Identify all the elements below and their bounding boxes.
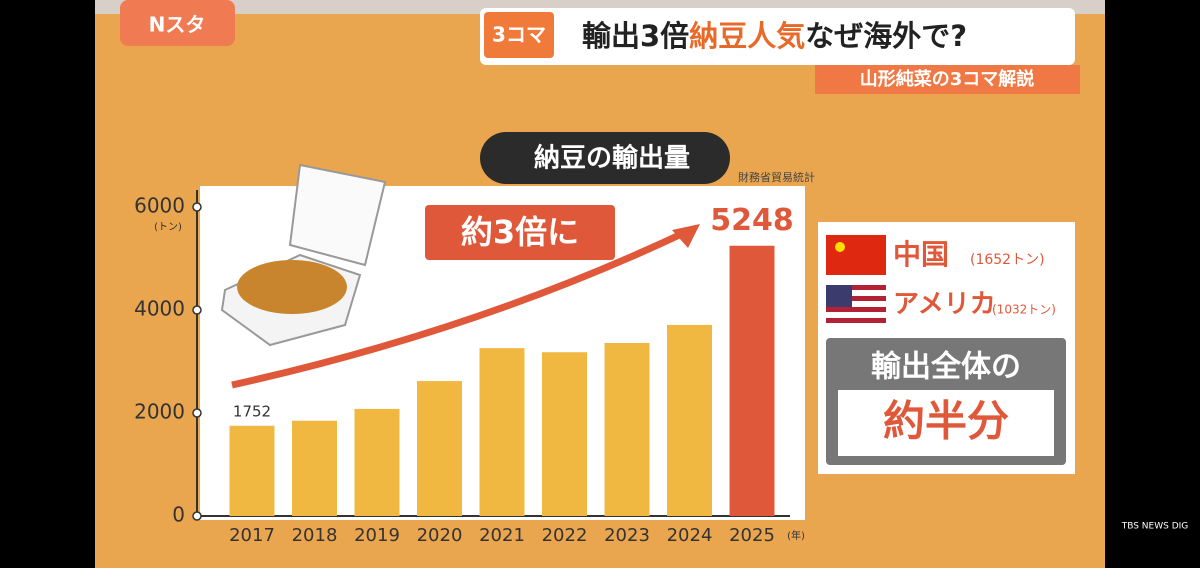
bar	[604, 342, 650, 516]
note-line: 輸出全体の	[871, 350, 1021, 385]
chart-title: 納豆の輸出量	[534, 143, 690, 174]
headline-box	[480, 8, 1075, 65]
x-tick-label: 2022	[542, 525, 588, 546]
headline-part: なぜ海外で?	[805, 19, 967, 53]
x-tick-label: 2021	[479, 525, 525, 546]
x-tick-label: 2025	[729, 525, 775, 546]
y-tick-label: 4000	[134, 297, 185, 321]
y-tick-label: 6000	[134, 194, 185, 218]
y-unit: (トン)	[154, 222, 182, 233]
headline-badge	[484, 12, 554, 58]
amount: (1652トン)	[970, 252, 1045, 268]
bar	[229, 425, 275, 516]
arrow-head	[672, 224, 700, 248]
x-tick-label: 2024	[667, 525, 713, 546]
amount: (1032トン)	[992, 303, 1056, 317]
value-label: 5248	[710, 203, 794, 238]
source: 財務省貿易統計	[738, 170, 815, 184]
bar	[292, 420, 337, 516]
value-label: 1752	[233, 402, 271, 420]
program-badge	[120, 0, 235, 46]
usa-flag	[826, 285, 886, 325]
x-tick-label: 2018	[292, 525, 338, 546]
headline-part: 納豆人気	[689, 19, 805, 53]
x-tick-label: 2023	[604, 525, 650, 546]
x-unit: (年)	[787, 529, 805, 542]
y-tick-label: 2000	[134, 400, 185, 424]
annotation-box	[425, 205, 615, 260]
y-tick-label: 0	[172, 503, 185, 527]
tick-mark	[192, 305, 202, 315]
logo: TBS NEWS DIG	[1121, 522, 1189, 532]
headline-part: 輸出3倍	[582, 19, 689, 53]
bar	[417, 381, 462, 516]
x-tick-label: 2020	[417, 525, 463, 546]
china-flag	[826, 235, 886, 275]
subheadline-box	[815, 65, 1080, 94]
tick-mark	[192, 511, 202, 521]
tick-mark	[192, 408, 202, 418]
note-inner	[838, 390, 1054, 456]
x-tick-label: 2017	[229, 525, 275, 546]
country: 中国	[893, 238, 949, 271]
badge-text: 3コマ	[492, 23, 546, 47]
subheadline: 山形純菜の3コマ解説	[860, 68, 1035, 90]
natto-illustration	[220, 163, 387, 347]
bar	[479, 348, 525, 516]
title-pill	[480, 132, 730, 184]
bar	[354, 408, 400, 516]
country: アメリカ	[893, 290, 996, 320]
bar	[667, 324, 712, 516]
tick-mark	[192, 202, 202, 212]
x-tick-label: 2019	[354, 525, 400, 546]
program-name: Nスタ	[149, 13, 206, 37]
bar	[729, 245, 775, 516]
note-line: 約半分	[883, 397, 1009, 446]
trend-arrow	[231, 226, 692, 389]
headline: 輸出3倍納豆人気なぜ海外で?	[582, 19, 967, 53]
annotation: 約3倍に	[461, 213, 579, 251]
bar	[542, 352, 587, 516]
